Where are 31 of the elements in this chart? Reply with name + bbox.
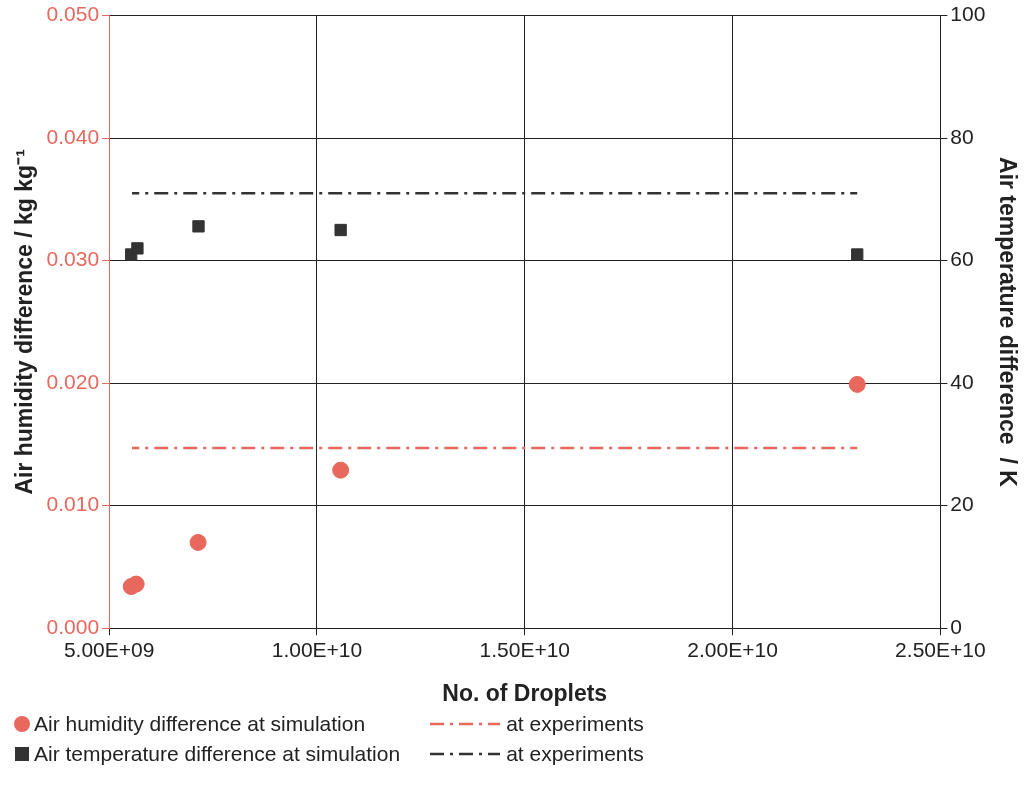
y2-tick-label: 0 — [950, 615, 963, 638]
legend-label: at experiments — [506, 712, 644, 736]
y-tick-label: 0.020 — [46, 369, 100, 393]
point — [192, 220, 205, 233]
y2-tick-label: 60 — [950, 247, 974, 271]
x-axis-title: No. of Droplets — [442, 679, 608, 706]
y-tick-label: 0.040 — [46, 124, 100, 148]
x-tick-label: 1.50E+10 — [479, 637, 571, 661]
x-tick-label: 1.00E+10 — [271, 637, 363, 661]
x-tick-label: 2.00E+10 — [687, 637, 778, 661]
legend-label: at experiments — [506, 742, 644, 766]
point — [851, 248, 864, 261]
y2-tick-label: 100 — [950, 2, 986, 26]
y2-axis-title: Air temperature difference / K — [994, 157, 1021, 488]
legend-label: Air humidity difference at simulation — [34, 712, 366, 736]
point — [334, 223, 347, 237]
y2-tick-label: 20 — [950, 492, 974, 516]
y-axis-title: Air humidity difference / kg kg⁻¹ — [11, 149, 38, 495]
x-tick-label: 2.50E+10 — [895, 637, 986, 661]
point — [848, 375, 866, 393]
y2-tick-label: 40 — [950, 369, 974, 393]
legend-label: Air temperature difference at simulation — [34, 742, 401, 766]
point — [332, 461, 350, 479]
x-tick-label: 5.00E+09 — [63, 637, 155, 661]
point — [189, 533, 207, 551]
y2-tick-label: 80 — [950, 124, 974, 148]
point — [131, 242, 144, 255]
y-tick-label: 0.030 — [46, 247, 100, 271]
y-tick-label: 0.010 — [46, 492, 100, 516]
y-tick-label: 0.050 — [46, 2, 100, 26]
y-tick-label: 0.000 — [46, 615, 100, 638]
